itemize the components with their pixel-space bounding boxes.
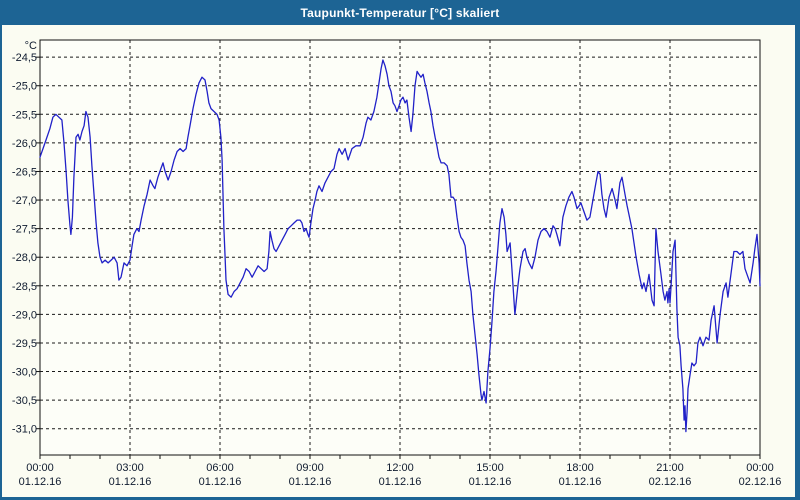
x-axis-date-label: 01.12.16 xyxy=(109,476,152,488)
x-axis-date-label: 02.12.16 xyxy=(739,476,782,488)
chart-area: -24,5 -25,0 -25,5 -26,0 -26,5 -27,0 -27,5 -28,0… xyxy=(0,25,800,497)
title-bar: Taupunkt-Temperatur [°C] skaliert xyxy=(0,0,800,25)
x-axis-date-label: 01.12.16 xyxy=(559,476,602,488)
temperature-series-line xyxy=(39,59,761,433)
y-axis-unit-label: °C xyxy=(25,40,37,52)
x-axis-time-label: 00:00 xyxy=(746,462,774,474)
plot-frame xyxy=(39,39,761,456)
x-axis-time-label: 06:00 xyxy=(206,462,234,474)
y-axis-label: -28,5 xyxy=(12,281,37,293)
temperature-line-chart[interactable]: -24,5 -25,0 -25,5 -26,0 -26,5 -27,0 -27,5 -28,0… xyxy=(0,25,800,497)
x-axis-date-label: 02.12.16 xyxy=(649,476,692,488)
window-border-bottom xyxy=(0,497,800,500)
y-axis-label: -30,5 xyxy=(12,395,37,407)
y-axis-label: -29,0 xyxy=(12,309,37,321)
y-axis-label: -30,0 xyxy=(12,367,37,379)
y-axis-label: -29,5 xyxy=(12,338,37,350)
x-axis-time-label: 15:00 xyxy=(476,462,504,474)
y-axis-label: -26,0 xyxy=(12,138,37,150)
plot-area[interactable] xyxy=(40,40,760,455)
x-axis-time-label: 18:00 xyxy=(566,462,594,474)
y-axis-label: -24,5 xyxy=(12,52,37,64)
x-axis-time-label: 03:00 xyxy=(116,462,144,474)
x-axis-date-label: 01.12.16 xyxy=(469,476,512,488)
y-axis-label: -25,0 xyxy=(12,81,37,93)
x-axis-date-label: 01.12.16 xyxy=(379,476,422,488)
y-axis-label: -27,0 xyxy=(12,195,37,207)
x-axis-time-label: 21:00 xyxy=(656,462,684,474)
x-axis-date-label: 01.12.16 xyxy=(289,476,332,488)
x-axis-date-label: 01.12.16 xyxy=(199,476,242,488)
window-border-left xyxy=(0,25,2,500)
window-border-right xyxy=(795,25,800,500)
y-axis-label: -25,5 xyxy=(12,109,37,121)
x-axis-time-label: 00:00 xyxy=(26,462,54,474)
x-axis-date-label: 01.12.16 xyxy=(19,476,62,488)
x-axis-time-label: 09:00 xyxy=(296,462,324,474)
y-axis-label: -26,5 xyxy=(12,166,37,178)
y-axis-label: -31,0 xyxy=(12,424,37,436)
chart-title: Taupunkt-Temperatur [°C] skaliert xyxy=(300,5,500,20)
y-axis-label: -27,5 xyxy=(12,224,37,236)
x-axis-time-label: 12:00 xyxy=(386,462,414,474)
y-axis-label: -28,0 xyxy=(12,252,37,264)
